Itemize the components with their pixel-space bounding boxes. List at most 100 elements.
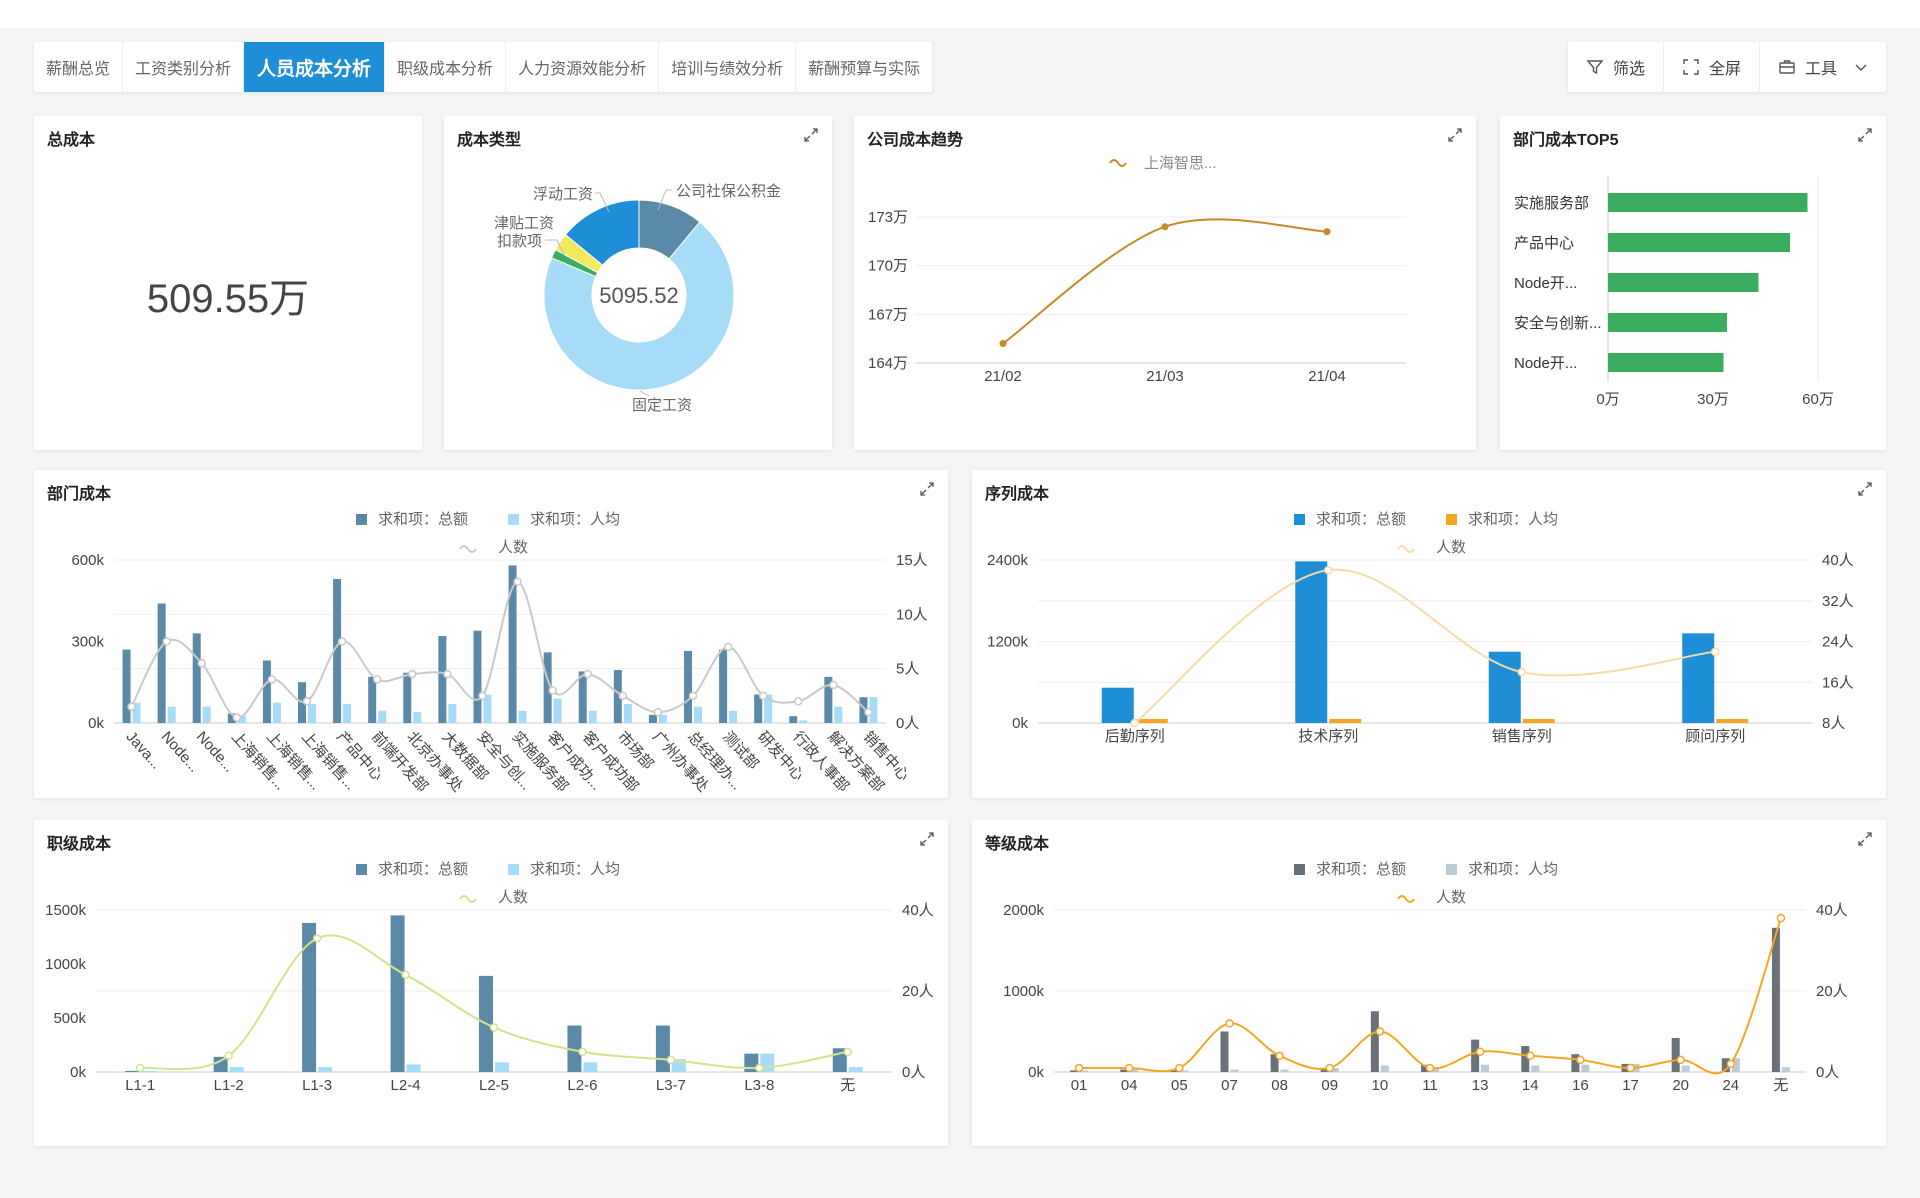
card-sequence-cost: 序列成本 求和项：总额 求和项：人均 人数 0k 1200k 2400k 8人 16人 24人 3… (972, 470, 1886, 798)
x-tick-label: 14 (1522, 1077, 1539, 1094)
fullscreen-button[interactable]: 全屏 (1662, 42, 1759, 92)
bar-average (694, 706, 702, 723)
bar-total (333, 579, 342, 723)
tab-budget-actual[interactable]: 薪酬预算与实际 (796, 42, 934, 92)
x-tick-label: 技术序列 (1298, 728, 1358, 745)
y-tick-label: 167万 (868, 306, 908, 323)
tab-salary-overview[interactable]: 薪酬总览 (34, 42, 124, 92)
data-point (666, 1055, 676, 1065)
expand-icon[interactable] (1856, 480, 1874, 498)
data-point (1475, 1047, 1485, 1056)
bar-total (1295, 561, 1328, 723)
bar-average (671, 1059, 686, 1072)
bar-total (403, 672, 412, 723)
card-title: 总成本 (47, 132, 96, 149)
category-label: 安全与创新... (1514, 314, 1602, 332)
bar-average (1481, 1064, 1490, 1072)
tab-training-performance[interactable]: 培训与绩效分析 (659, 42, 797, 92)
tab-bar: 薪酬总览 工资类别分析 人员成本分析 职级成本分析 人力资源效能分析 培训与绩效… (34, 42, 934, 92)
data-point (443, 669, 452, 679)
bar-average (1380, 1065, 1389, 1072)
data-point (864, 707, 873, 717)
data-point (162, 637, 171, 646)
y2-tick-label: 16人 (1822, 674, 1854, 691)
legend-label: 求和项：总额 (378, 511, 468, 528)
data-point (1225, 1019, 1234, 1028)
x-tick-label: 13 (1472, 1077, 1489, 1094)
pie-slice (564, 199, 640, 266)
bar-average (1280, 1069, 1289, 1072)
bar-total (1421, 1064, 1429, 1072)
data-point (401, 970, 410, 980)
data-point (312, 934, 322, 943)
x-tick-label: 销售序列 (1492, 728, 1552, 745)
bar-total (613, 670, 622, 723)
legend-line-icon (1109, 159, 1127, 167)
legend-swatch (508, 864, 519, 875)
filter-button[interactable]: 筛选 (1568, 42, 1663, 92)
bar-total (262, 660, 271, 723)
bar-total (390, 915, 405, 1072)
bar-total (508, 565, 517, 723)
data-point (1074, 1063, 1084, 1073)
data-point (1175, 1063, 1184, 1073)
x-tick-label: 顾问序列 (1685, 728, 1745, 745)
bar-average (167, 706, 176, 723)
data-point (1526, 1051, 1535, 1061)
expand-icon[interactable] (1856, 830, 1874, 848)
x-tick-label: 16 (1572, 1077, 1589, 1094)
tab-wage-category[interactable]: 工资类别分析 (123, 42, 245, 92)
y-tick-label: 173万 (868, 209, 908, 226)
x-tick-label: 17 (1622, 1077, 1639, 1094)
y-tick-label: 500k (53, 1010, 86, 1027)
bar-average (834, 706, 843, 723)
y-tick-label: 2400k (987, 552, 1028, 569)
y2-tick-label: 15人 (896, 552, 928, 569)
bar-total (1521, 1046, 1530, 1072)
tab-personnel-cost[interactable]: 人员成本分析 (244, 42, 386, 92)
bar-average (1781, 1067, 1790, 1072)
bar-total (1170, 1070, 1179, 1072)
expand-icon[interactable] (918, 830, 936, 848)
y2-tick-label: 5人 (896, 661, 919, 678)
tools-button[interactable]: 工具 (1758, 42, 1886, 92)
data-point (1325, 1063, 1334, 1073)
y-tick-label: 2000k (1003, 902, 1044, 919)
x-tick-label: L3-7 (656, 1077, 686, 1094)
data-point (1425, 1063, 1435, 1073)
data-point (135, 1063, 145, 1073)
bar-average (848, 1067, 863, 1072)
data-point (688, 691, 698, 701)
expand-icon[interactable] (802, 126, 820, 144)
y-tick-label: 1000k (1003, 983, 1044, 1000)
card-title: 职级成本 (47, 836, 112, 853)
data-point (1626, 1063, 1635, 1073)
pie-center-label: 5095.52 (599, 283, 679, 308)
bar-total (578, 671, 587, 723)
expand-icon[interactable] (1856, 126, 1874, 144)
x-tick-label: 0万 (1596, 391, 1619, 408)
data-point (758, 691, 768, 701)
bar-total (213, 1056, 228, 1072)
legend-swatch (508, 514, 519, 525)
tab-hr-efficiency[interactable]: 人力资源效能分析 (506, 42, 660, 92)
bar-average (132, 702, 141, 723)
x-tick-label: L2-5 (479, 1077, 509, 1094)
x-tick-label: Node... (158, 728, 203, 775)
x-tick-label: 09 (1321, 1077, 1338, 1094)
expand-icon[interactable] (918, 480, 936, 498)
bar-average (1330, 1067, 1339, 1072)
bar-average (1180, 1070, 1189, 1072)
bar-total (227, 713, 236, 723)
tab-rank-cost[interactable]: 职级成本分析 (385, 42, 507, 92)
bar-total (824, 676, 833, 723)
y-tick-label: 300k (71, 634, 104, 651)
bar-average (343, 703, 352, 723)
category-label: 实施服务部 (1514, 195, 1589, 212)
data-point (548, 686, 557, 695)
data-point (1676, 1055, 1685, 1065)
bar-average (237, 716, 246, 723)
data-point (1323, 228, 1331, 236)
expand-icon[interactable] (1446, 126, 1464, 144)
